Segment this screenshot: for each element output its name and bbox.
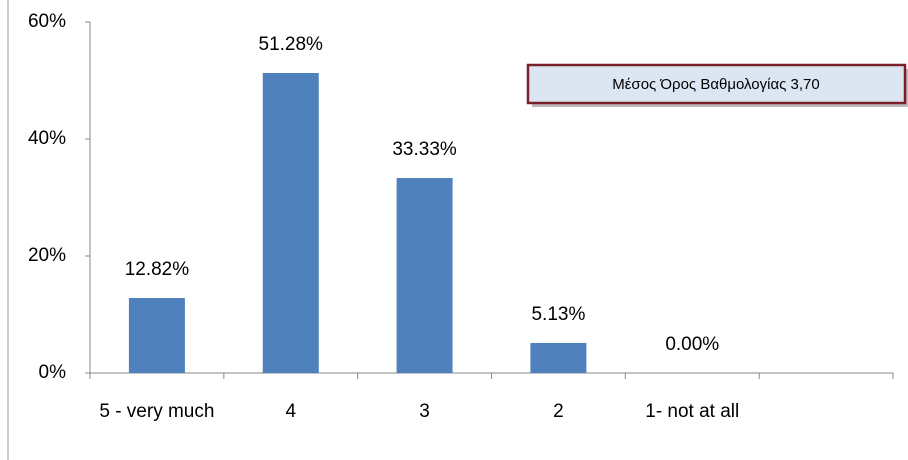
data-label: 12.82% [125, 259, 190, 280]
y-tick-label: 60% [28, 11, 66, 32]
y-tick-label: 0% [39, 362, 67, 383]
annotation: Μέσος Όρος Βαθμολογίας 3,70 [612, 76, 820, 93]
bar [396, 178, 453, 373]
data-label: 5.13% [531, 304, 585, 325]
y-tick-label: 20% [28, 245, 66, 266]
annotation-box [526, 63, 907, 105]
x-tick-label: 2 [553, 401, 564, 422]
x-tick-label: 4 [285, 401, 297, 422]
y-tick-label: 40% [28, 128, 66, 149]
x-tick-label: 3 [419, 401, 430, 422]
data-label: 51.28% [259, 34, 324, 55]
data-label: 0.00% [665, 334, 719, 355]
x-tick-label: 5 - very much [99, 401, 215, 422]
data-label: 33.33% [392, 139, 457, 160]
x-tick-label: 1- not at all [645, 401, 740, 422]
bar [530, 342, 587, 373]
bar [262, 73, 319, 374]
bar [128, 298, 185, 373]
